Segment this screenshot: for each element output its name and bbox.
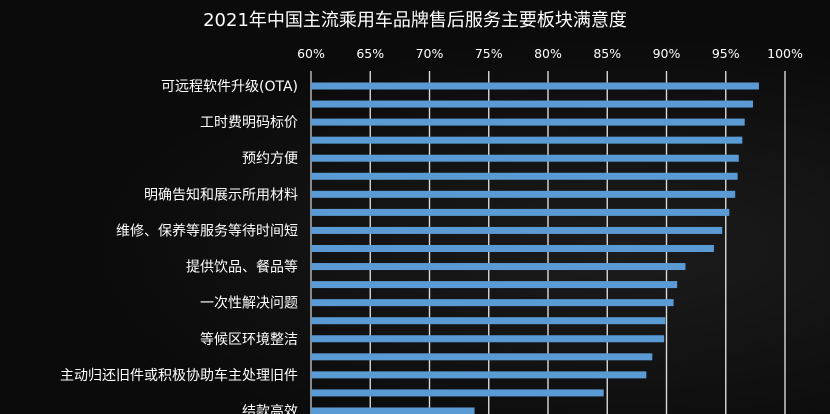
x-tick-label: 95% — [712, 46, 740, 61]
bar — [311, 118, 745, 126]
bar — [311, 371, 647, 379]
category-label: 等候区环境整洁 — [200, 331, 298, 348]
bar — [311, 82, 759, 90]
bar — [311, 172, 738, 180]
bar — [311, 100, 754, 108]
category-label: 预约方便 — [242, 151, 298, 167]
x-tick-label: 70% — [416, 46, 444, 61]
bar — [311, 407, 475, 414]
category-label: 可远程软件升级(OTA) — [161, 79, 298, 95]
category-label: 工时费明码标价 — [200, 115, 298, 131]
x-tick-label: 65% — [356, 46, 384, 61]
x-tick-label: 75% — [475, 46, 503, 61]
bar — [311, 136, 743, 144]
x-tick-label: 100% — [767, 46, 803, 61]
bar — [311, 281, 678, 289]
bar — [311, 263, 686, 271]
x-axis-ticks: 60% 65% 70% 75% 80% 85% 90% 95% 100% — [297, 46, 803, 61]
bar — [311, 353, 653, 361]
category-label: 主动归还旧件或积极协助车主处理旧件 — [60, 367, 298, 384]
category-label: 提供饮品、餐品等 — [186, 259, 298, 276]
category-label: 明确告知和展示所用材料 — [144, 186, 298, 203]
x-tick-label: 60% — [297, 46, 325, 61]
bars — [311, 82, 759, 414]
bar — [311, 208, 730, 216]
gridlines — [310, 71, 786, 414]
bar — [311, 317, 666, 325]
bar — [311, 190, 736, 198]
bar — [311, 244, 714, 252]
bar — [311, 389, 604, 397]
category-labels: 可远程软件升级(OTA) 工时费明码标价预约方便明确告知和展示所用材料维修、保养等… — [60, 79, 298, 414]
bar — [311, 154, 739, 162]
x-tick-label: 90% — [653, 46, 681, 61]
bar — [311, 335, 665, 343]
category-label: 结款高效 — [242, 403, 298, 414]
chart-title: 2021年中国主流乘用车品牌售后服务主要板块满意度 — [203, 10, 627, 31]
x-tick-label: 85% — [593, 46, 621, 61]
category-label: 一次性解决问题 — [200, 296, 298, 312]
bar — [311, 226, 723, 234]
bar — [311, 299, 674, 307]
x-tick-label: 80% — [534, 46, 562, 61]
category-label: 维修、保养等服务等待时间短 — [116, 222, 298, 239]
